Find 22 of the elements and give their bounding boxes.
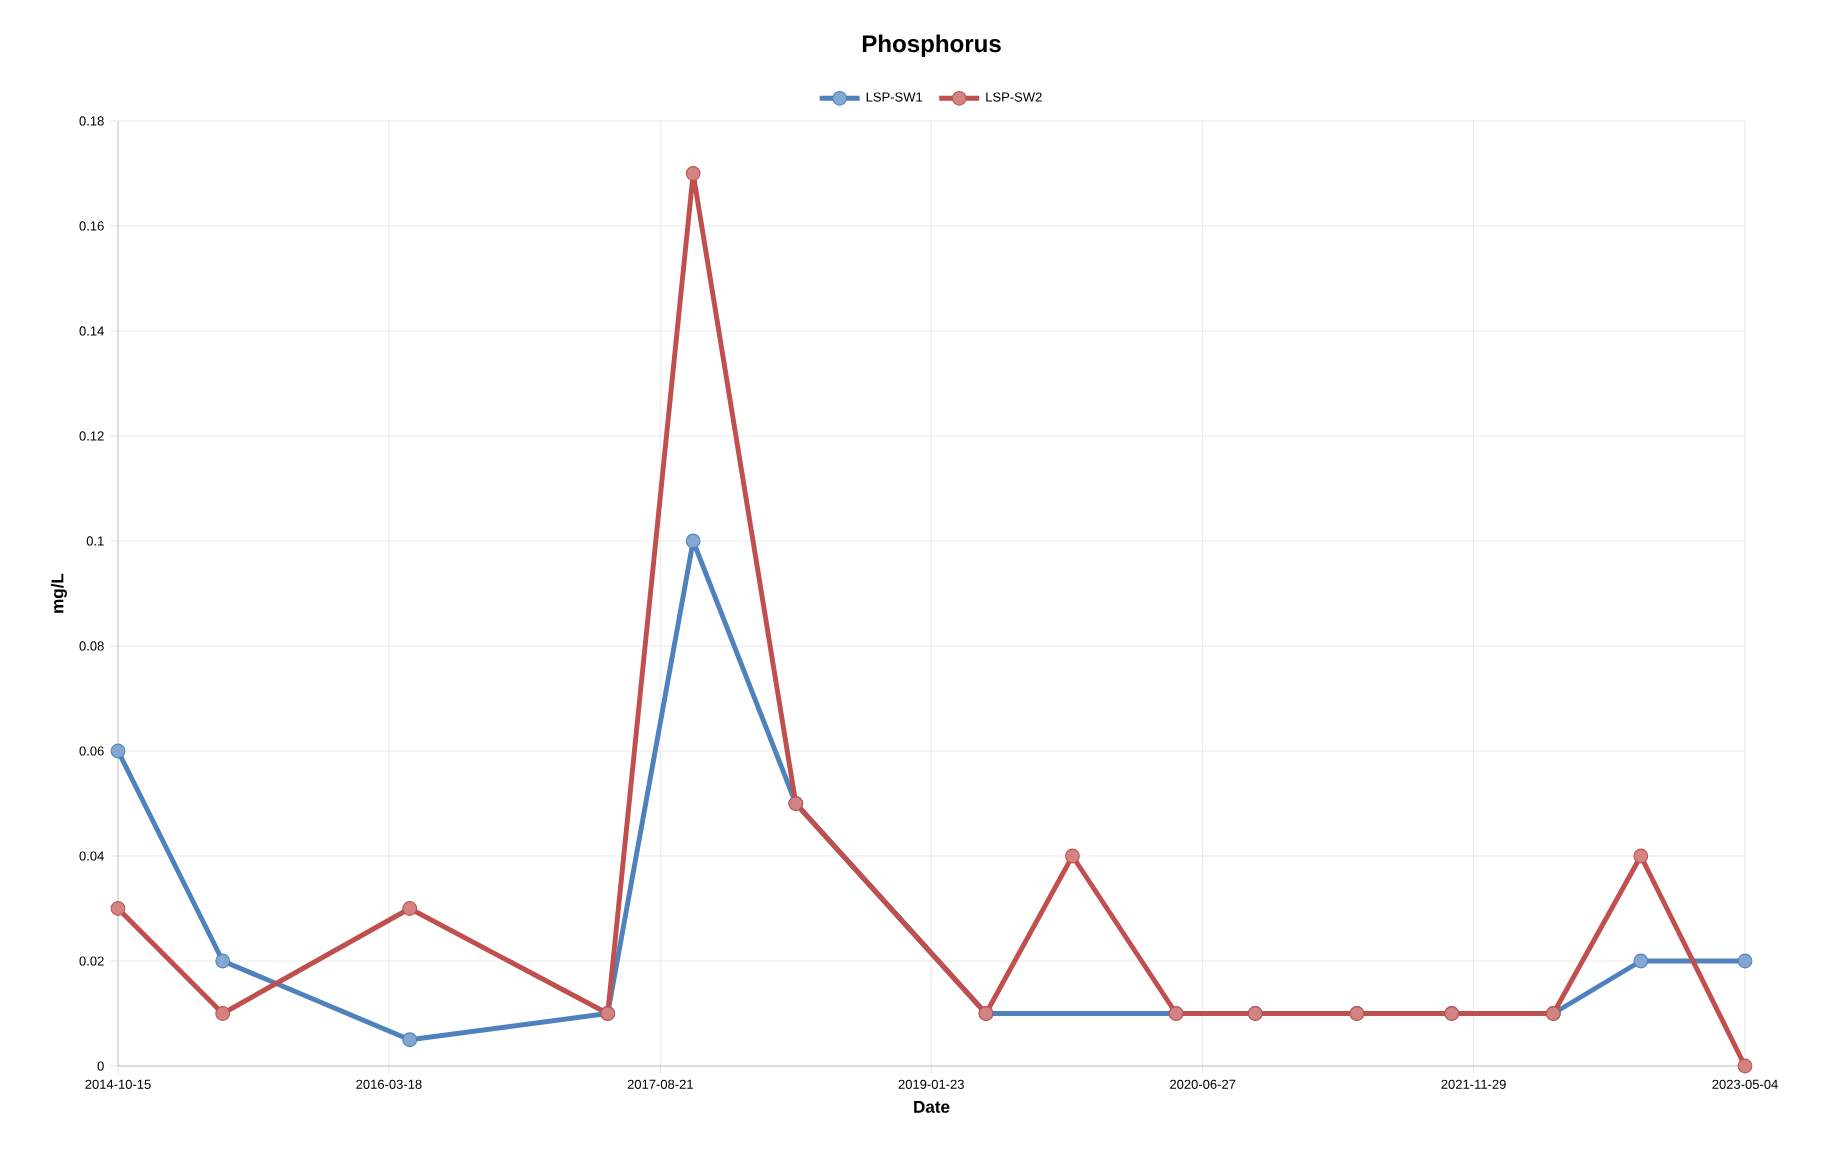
legend-label: LSP-SW1	[866, 92, 923, 102]
y-tick-label: 0.1	[86, 536, 104, 546]
y-tick-label: 0.08	[79, 641, 104, 651]
y-tick-label: 0.06	[79, 746, 104, 756]
chart-title: Phosphorus	[862, 34, 1001, 57]
x-tick-label: 2020-06-27	[1170, 1079, 1236, 1089]
x-axis-title: Date	[914, 1100, 950, 1113]
x-tick-label: 2021-11-29	[1441, 1079, 1506, 1089]
y-tick-label: 0.02	[79, 956, 104, 966]
y-axis-title: mg/L	[50, 573, 67, 613]
y-tick-label: 0.04	[79, 851, 104, 861]
x-tick-label: 2014-10-15	[85, 1079, 151, 1089]
y-tick-label: 0.18	[79, 116, 104, 126]
x-tick-label: 2019-01-23	[898, 1079, 964, 1089]
y-tick-label: 0.14	[79, 326, 104, 336]
x-tick-label: 2017-08-21	[627, 1079, 693, 1089]
y-tick-label: 0.16	[79, 221, 104, 231]
x-tick-label: 2016-03-18	[356, 1079, 422, 1089]
legend-label: LSP-SW2	[986, 92, 1042, 102]
y-tick-label: 0	[97, 1061, 104, 1071]
x-tick-label: 2023-05-04	[1712, 1079, 1778, 1089]
y-tick-label: 0.12	[79, 431, 104, 441]
